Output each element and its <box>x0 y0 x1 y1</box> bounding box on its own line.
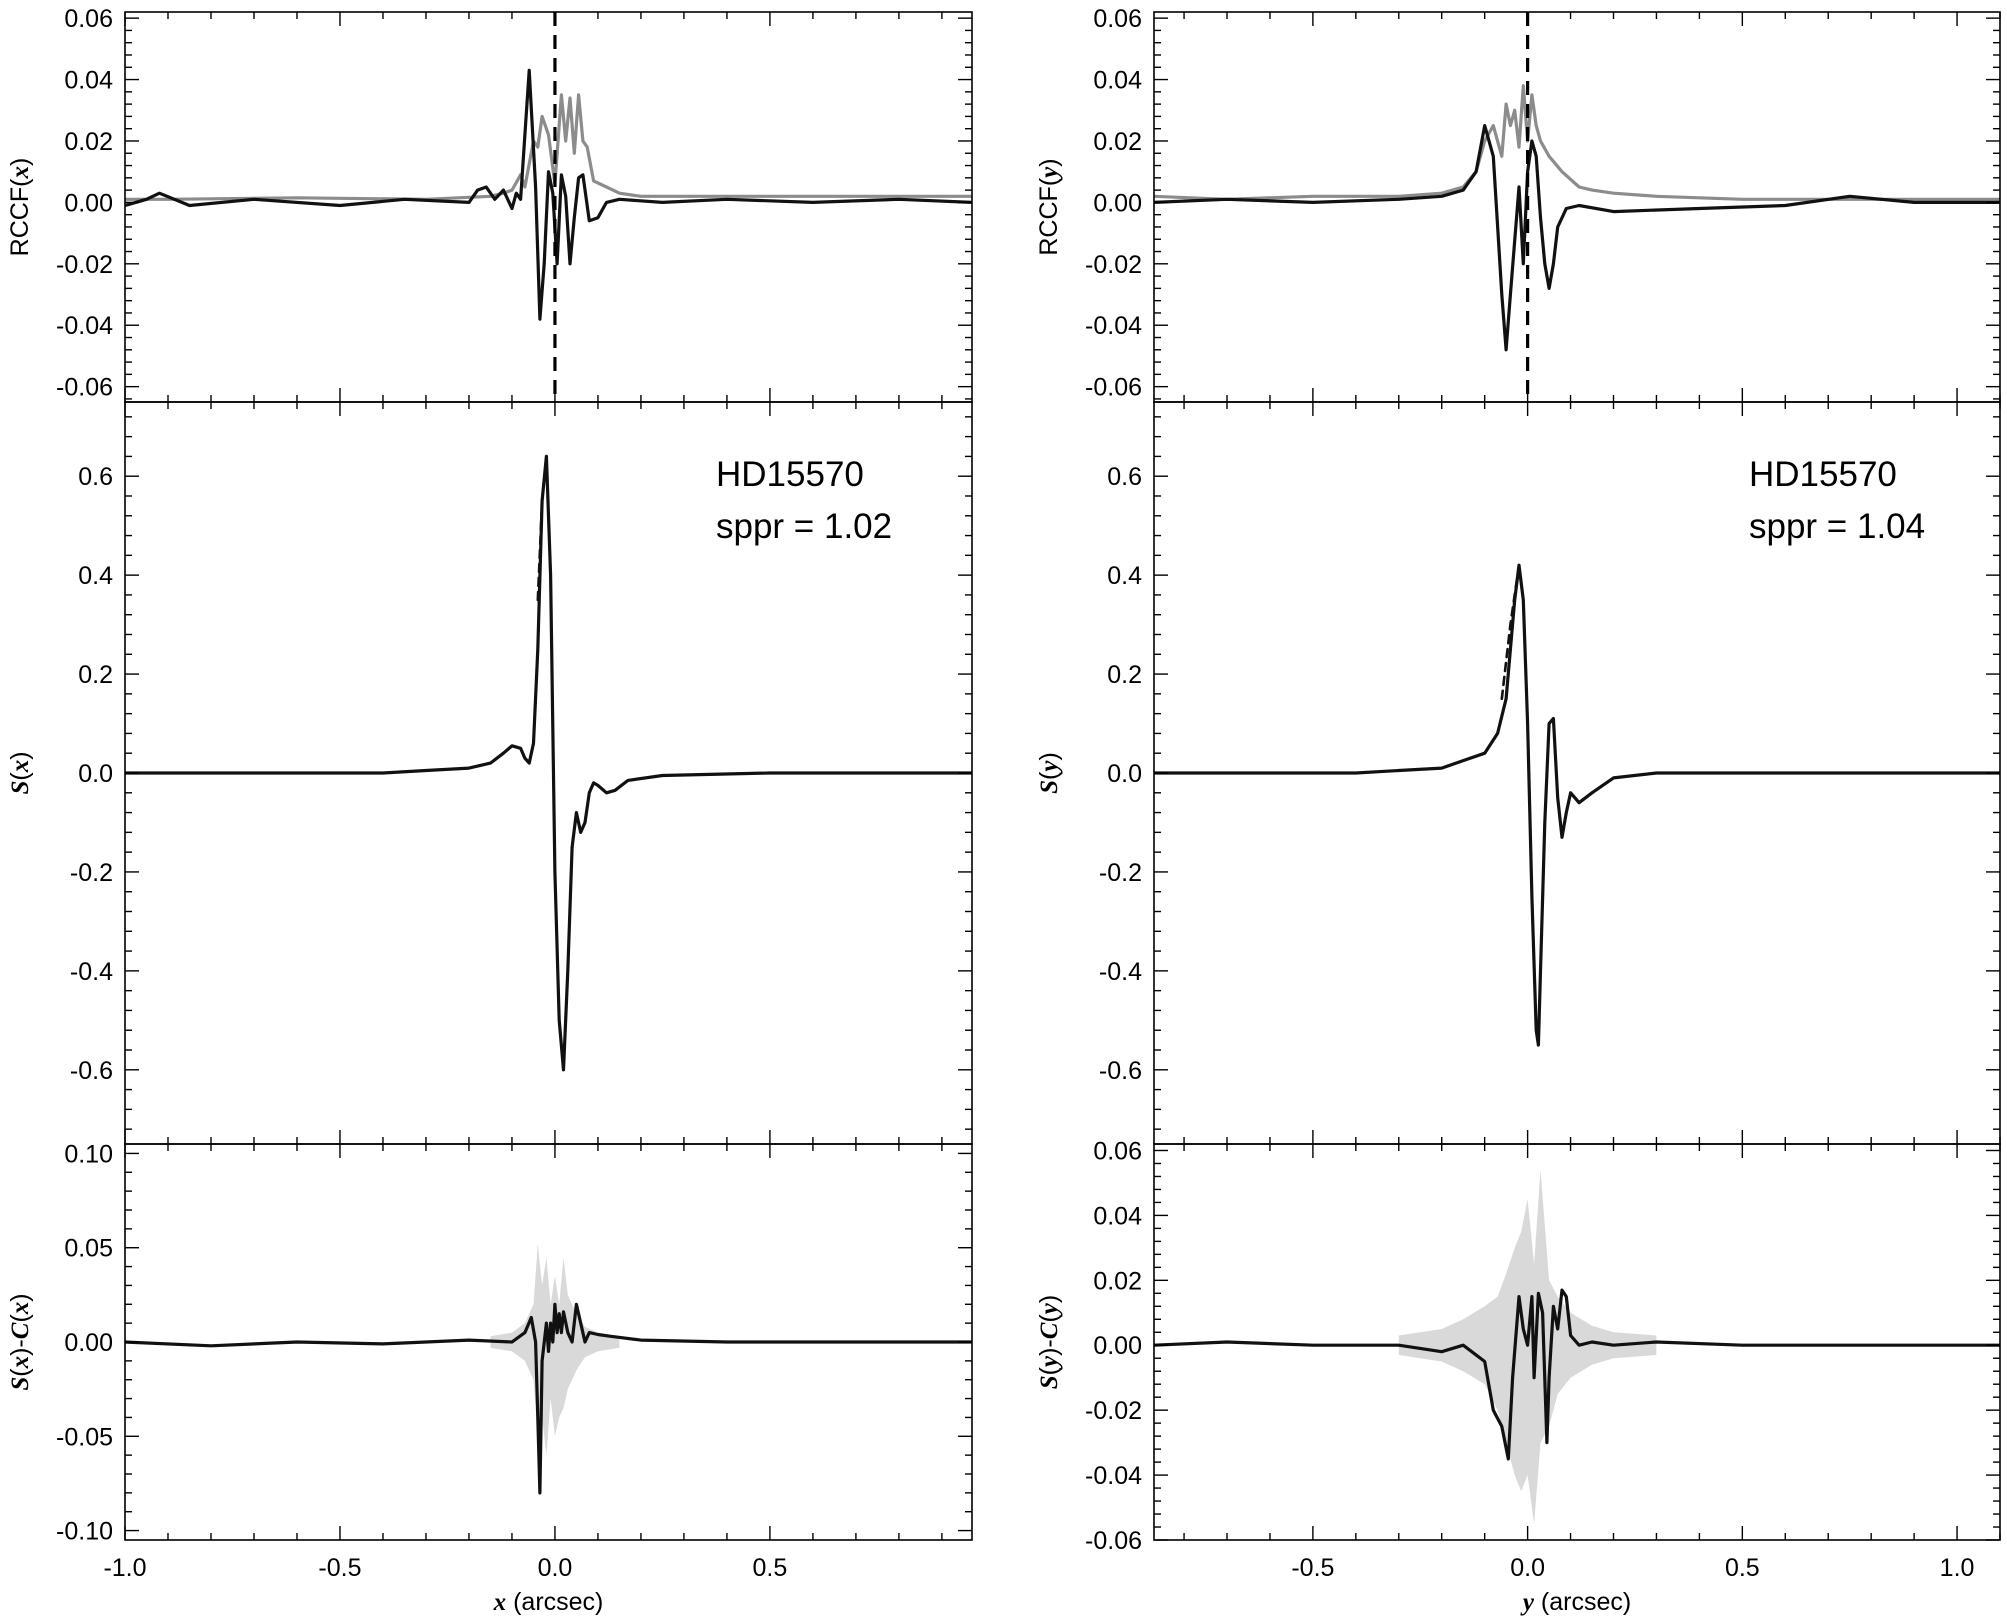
axes-frame <box>1153 1143 2001 1541</box>
x-tick-label: 0.5 <box>1725 1554 1760 1582</box>
x-tick-label: 1.0 <box>1940 1554 1975 1582</box>
y-axis-label: RCCF(y) <box>1035 158 1063 255</box>
panel-right-bot: -0.06 -0.04 -0.02 0.00 0.02 0.04 0.06 -0.5 0.0 0.… <box>1035 1137 2001 1616</box>
uncertainty-band <box>490 1243 620 1456</box>
y-tick-label: -0.04 <box>1085 312 1142 340</box>
series-line-2 <box>125 454 972 1072</box>
panel-left-bot: -0.10 -0.05 0.00 0.05 0.10 -1.0 -0.5 0.0 0.5 S(x)… <box>6 1140 973 1616</box>
axes-frame <box>124 11 973 403</box>
plot-area <box>125 68 972 321</box>
y-tick-label: 0.6 <box>1107 463 1142 491</box>
y-tick-label: -0.6 <box>1099 1057 1142 1085</box>
plot-area <box>1154 84 2000 352</box>
y-tick-label: 0.4 <box>78 562 113 590</box>
y-tick-label: -0.06 <box>56 374 113 402</box>
series-line-2 <box>1154 124 2000 352</box>
x-tick-label: -0.5 <box>1291 1554 1334 1582</box>
panel-left-top: -0.06 -0.04 -0.02 0.00 0.02 0.04 0.06 RCCF(x) <box>6 5 973 403</box>
uncertainty-band <box>1398 1170 1657 1524</box>
y-tick-label: -0.02 <box>1085 251 1142 279</box>
x-axis-label: y (arcsec) <box>1520 1588 1631 1616</box>
y-tick-label: -0.06 <box>1085 1527 1142 1555</box>
y-tick-label: 0.0 <box>1107 760 1142 788</box>
y-tick-label: 0.02 <box>1093 1267 1142 1295</box>
y-tick-label: 0.04 <box>64 67 113 95</box>
y-tick-label: -0.2 <box>70 859 113 887</box>
y-tick-label: 0.06 <box>1093 5 1142 33</box>
y-tick-label: -0.06 <box>1085 374 1142 402</box>
y-tick-label: 0.00 <box>1093 1332 1142 1360</box>
plot-area <box>1154 1170 2000 1524</box>
series-line-2 <box>1154 563 2000 1047</box>
y-tick-label: 0.06 <box>1093 1137 1142 1165</box>
annotation-line: sppr = 1.04 <box>1749 507 1925 546</box>
y-tick-label: -0.02 <box>1085 1397 1142 1425</box>
y-tick-label: 0.4 <box>1107 562 1142 590</box>
y-tick-label: -0.10 <box>56 1518 113 1546</box>
y-tick-label: -0.4 <box>1099 958 1142 986</box>
y-tick-label: 0.2 <box>78 661 113 689</box>
y-tick-label: 0.10 <box>64 1140 113 1168</box>
y-tick-label: 0.05 <box>64 1235 113 1263</box>
plot-area <box>125 1243 972 1495</box>
panel-right-top: -0.06 -0.04 -0.02 0.00 0.02 0.04 0.06 RCCF(y) <box>1035 5 2001 403</box>
panel-right-mid: -0.6 -0.4 -0.2 0.0 0.2 0.4 0.6 S(y) HD15570 sppr … <box>1035 401 2001 1145</box>
panel-left-mid: -0.6 -0.4 -0.2 0.0 0.2 0.4 0.6 S(x) HD15570 sppr … <box>6 401 973 1145</box>
y-tick-label: 0.02 <box>64 128 113 156</box>
y-tick-label: -0.05 <box>56 1423 113 1451</box>
plot-area <box>125 454 972 1072</box>
y-tick-label: -0.04 <box>1085 1462 1142 1490</box>
y-tick-label: -0.6 <box>70 1057 113 1085</box>
y-axis-label: S(y) <box>1035 752 1063 794</box>
y-tick-label: -0.04 <box>56 312 113 340</box>
y-axis-label: S(x) <box>6 751 34 794</box>
y-tick-label: 0.00 <box>1093 189 1142 217</box>
y-axis-label: RCCF(x) <box>6 158 34 257</box>
series-line-1 <box>1154 84 2000 201</box>
y-tick-label: 0.04 <box>1093 1202 1142 1230</box>
y-tick-label: 0.04 <box>1093 67 1142 95</box>
y-tick-label: 0.02 <box>1093 128 1142 156</box>
annotation-line: HD15570 <box>716 455 864 494</box>
y-tick-label: -0.4 <box>70 958 113 986</box>
x-tick-label: 0.0 <box>538 1554 573 1582</box>
y-tick-label: 0.6 <box>78 463 113 491</box>
plot-area <box>1154 563 2000 1047</box>
series-line-1 <box>1154 1288 2000 1461</box>
y-tick-label: 0.2 <box>1107 661 1142 689</box>
x-tick-label: -1.0 <box>103 1554 146 1582</box>
y-tick-label: -0.02 <box>56 251 113 279</box>
y-axis-label: S(x)-C(x) <box>6 1293 34 1390</box>
y-tick-label: 0.00 <box>64 1329 113 1357</box>
x-tick-label: 0.5 <box>753 1554 788 1582</box>
series-line-1 <box>125 1302 972 1495</box>
annotation-line: sppr = 1.02 <box>716 507 892 546</box>
x-tick-label: 0.0 <box>1510 1554 1545 1582</box>
x-tick-label: -0.5 <box>318 1554 361 1582</box>
y-tick-label: -0.2 <box>1099 859 1142 887</box>
y-tick-label: 0.06 <box>64 5 113 33</box>
series-line-2 <box>125 68 972 321</box>
y-tick-label: 0.0 <box>78 760 113 788</box>
y-axis-label: S(y)-C(y) <box>1035 1295 1063 1389</box>
x-axis-label: x (arcsec) <box>493 1588 604 1616</box>
y-tick-label: 0.00 <box>64 189 113 217</box>
annotation-line: HD15570 <box>1749 455 1897 494</box>
